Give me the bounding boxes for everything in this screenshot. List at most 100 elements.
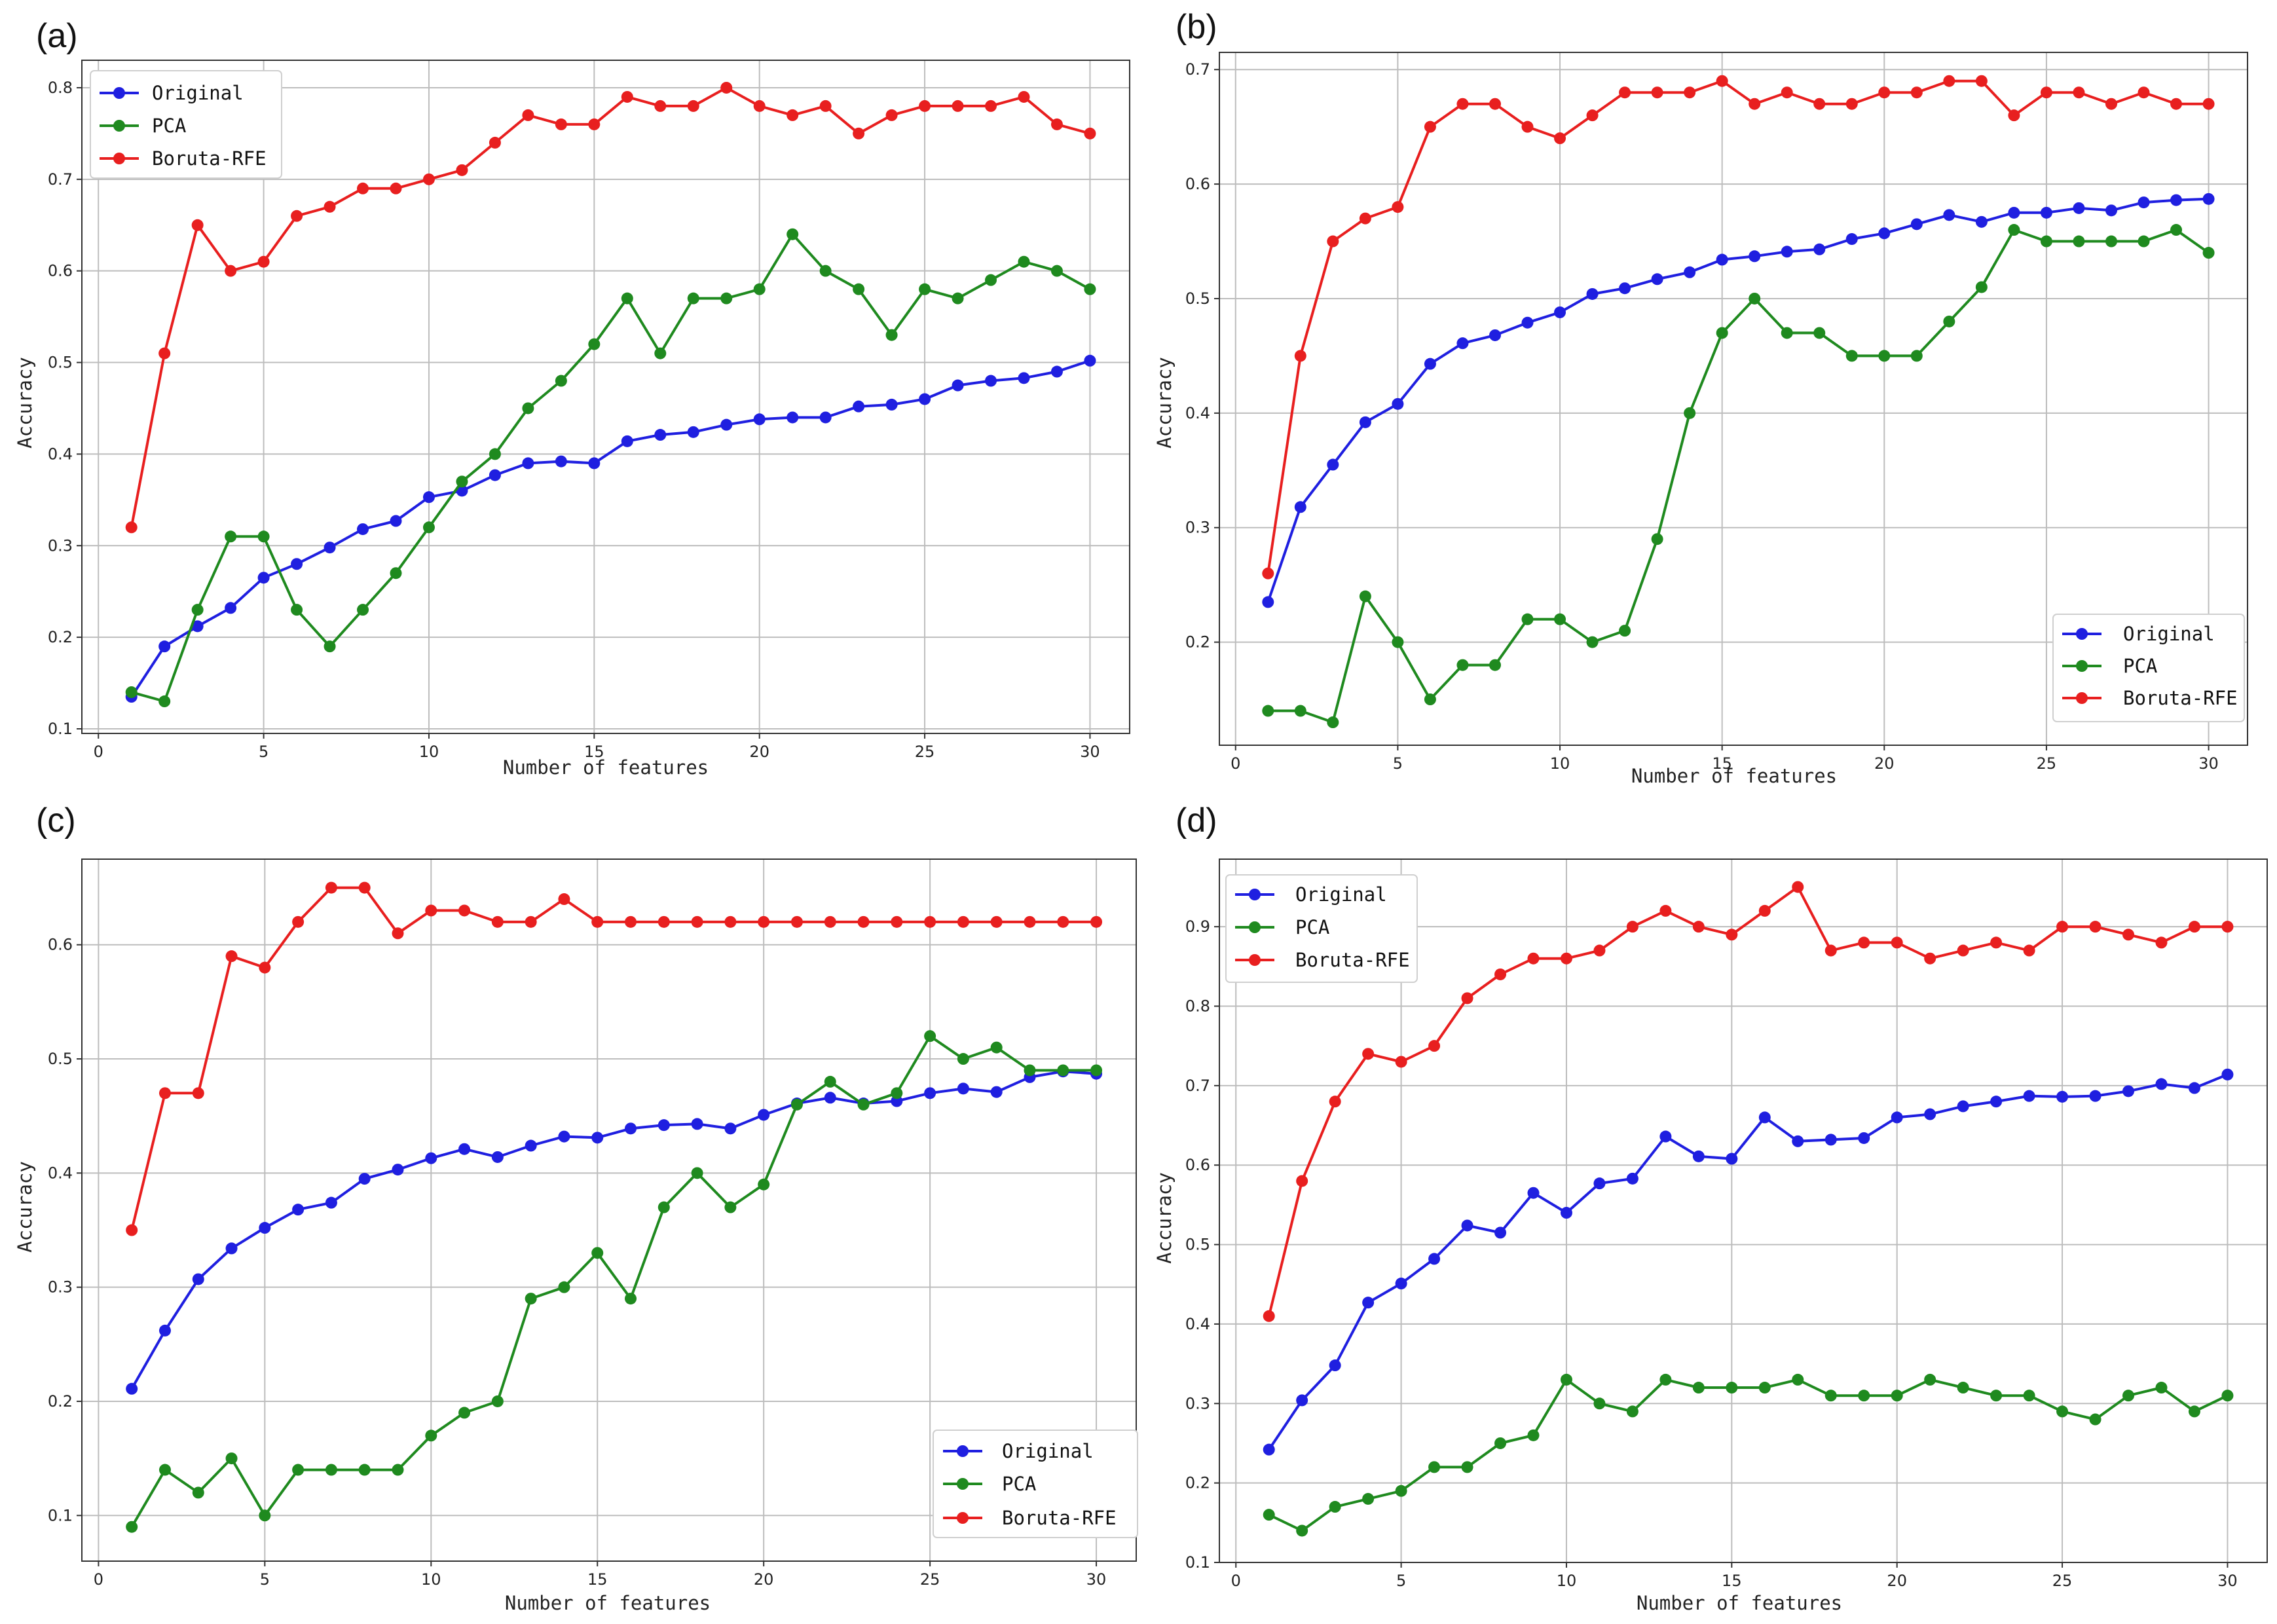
point-boruta-rfe-24-c [891,915,903,928]
point-original-5-b [1392,397,1404,410]
point-boruta-rfe-20-c [758,915,770,928]
legend-d: Original PCA Boruta-RFE [1225,874,1418,983]
point-boruta-rfe-15-c [591,915,604,928]
point-pca-22-c [824,1075,836,1088]
point-pca-1-b [1262,705,1274,717]
legend-label-pca-c: PCA [1002,1473,1036,1495]
y-tick-label-6-a: 0.7 [48,170,73,189]
legend-label-pca-b: PCA [2123,655,2157,677]
point-original-5-c [259,1222,271,1234]
y-tick-label-5-a: 0.6 [48,262,73,280]
legend-box-d [1225,874,1418,983]
point-original-14-d [1692,1150,1705,1162]
point-original-20-d [1891,1111,1903,1124]
point-pca-21-d [1924,1373,1936,1386]
point-original-1-b [1262,596,1274,608]
point-boruta-rfe-30-b [2202,98,2215,110]
point-boruta-rfe-14-c [558,893,570,906]
y-tick-label-8-d: 0.9 [1185,917,1210,936]
y-tick-label-6-d: 0.7 [1185,1077,1210,1095]
point-pca-3-d [1329,1501,1341,1513]
x-tick-label-25-b: 25 [2037,754,2057,773]
point-boruta-rfe-17-a [654,100,667,112]
y-tick-label-4-c: 0.5 [48,1050,73,1068]
point-boruta-rfe-13-a [522,109,534,121]
legend-marker-boruta-a [113,153,125,164]
y-tick-label-1-b: 0.3 [1185,519,1210,537]
series-line-pca-d [1268,1378,2229,1532]
point-original-19-c [724,1122,737,1135]
point-boruta-rfe-9-b [1521,120,1534,133]
point-original-13-c [525,1139,537,1152]
point-boruta-rfe-4-d [1362,1048,1375,1060]
point-boruta-rfe-7-a [324,200,336,213]
x-tick-label-15-c: 15 [587,1570,608,1589]
point-pca-25-b [2040,235,2052,248]
point-boruta-rfe-21-c [790,915,803,928]
point-boruta-rfe-22-c [824,915,836,928]
point-boruta-rfe-15-d [1726,929,1738,941]
point-pca-18-a [687,292,699,304]
point-original-6-b [1424,358,1436,370]
point-boruta-rfe-13-d [1659,904,1672,917]
series-line-original-d [1268,1073,2229,1450]
y-tick-label-3-a: 0.4 [48,445,73,463]
point-boruta-rfe-12-d [1626,921,1638,933]
point-pca-3-a [191,604,204,616]
point-pca-13-c [525,1293,537,1305]
point-pca-4-b [1359,590,1371,602]
legend-marker-pca-d [1249,921,1261,933]
series-line-original-a [130,359,1091,698]
point-pca-6-c [292,1464,305,1476]
axes-frame-b [1219,52,2248,746]
point-original-10-a [422,491,435,504]
x-tick-label-25-c: 25 [920,1570,940,1589]
legend-label-original-b: Original [2123,623,2215,645]
point-original-30-b [2202,193,2215,205]
point-pca-28-a [1018,255,1030,268]
point-boruta-rfe-30-d [2221,921,2234,933]
point-boruta-rfe-8-d [1494,968,1507,980]
point-original-18-d [1824,1134,1837,1146]
point-boruta-rfe-16-a [621,90,633,103]
legend-label-pca-a: PCA [152,115,186,137]
plot-area-c: 0 5 10 15 20 25 30 0.1 0.2 0.3 0.4 0.5 0.6 [48,858,1137,1589]
point-boruta-rfe-18-a [687,100,699,112]
point-pca-19-a [720,292,733,304]
point-boruta-rfe-24-a [885,109,898,121]
point-pca-30-a [1084,283,1096,295]
point-original-3-b [1327,458,1339,471]
point-boruta-rfe-8-a [357,182,369,194]
point-pca-30-d [2221,1390,2234,1402]
point-original-10-b [1554,306,1566,318]
point-boruta-rfe-15-b [1716,75,1728,87]
point-pca-4-c [225,1452,238,1465]
point-boruta-rfe-3-d [1329,1096,1341,1108]
x-axis-label-d: Number of features [1637,1592,1842,1614]
point-original-15-c [591,1132,604,1144]
point-pca-25-c [924,1030,936,1043]
point-pca-16-a [621,292,633,304]
x-tick-label-0-b: 0 [1231,754,1240,773]
point-original-6-d [1428,1253,1441,1265]
point-boruta-rfe-21-b [1910,86,1923,99]
y-axis-label-c: Accuracy [14,1161,36,1253]
point-pca-25-d [2056,1405,2069,1418]
point-boruta-rfe-14-a [555,118,567,130]
point-pca-6-b [1424,693,1436,706]
point-pca-27-d [2122,1390,2135,1402]
x-tick-label-30-c: 30 [1086,1570,1107,1589]
point-pca-29-a [1050,265,1063,277]
panel-letter-a: (a) [36,17,78,55]
point-boruta-rfe-3-a [191,219,204,231]
point-pca-14-d [1692,1382,1705,1394]
point-pca-27-b [2105,235,2117,248]
legend-box-c [933,1430,1138,1538]
point-pca-8-b [1489,659,1501,671]
point-pca-15-d [1726,1382,1738,1394]
point-pca-15-c [591,1247,604,1259]
point-boruta-rfe-10-a [422,173,435,185]
point-original-24-d [2023,1090,2035,1102]
point-pca-21-a [787,228,799,240]
point-original-13-b [1651,273,1663,286]
